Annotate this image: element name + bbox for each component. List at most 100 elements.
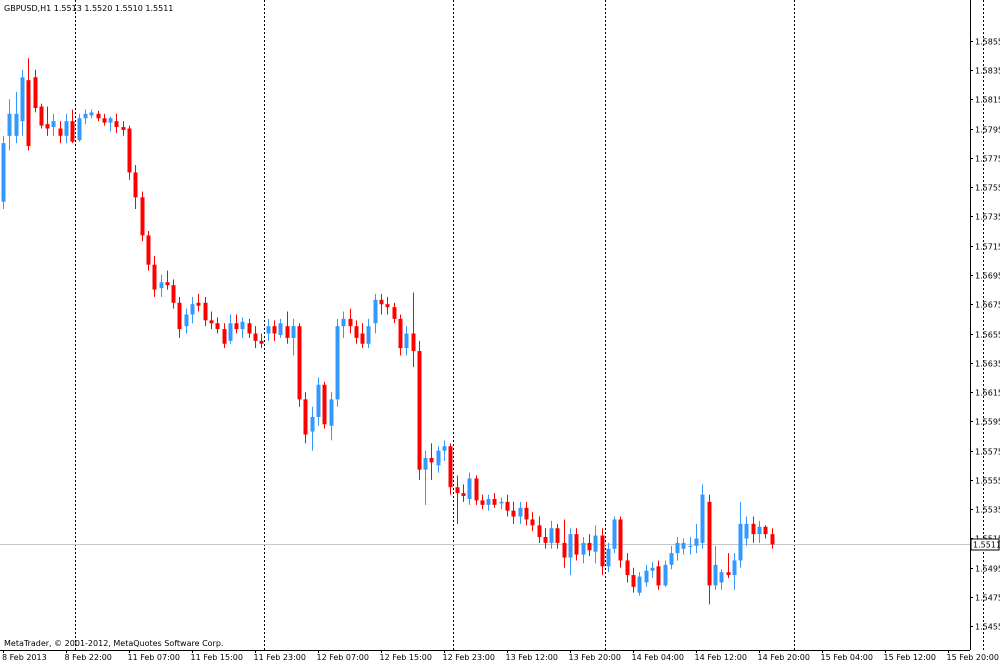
bear-candle-body	[177, 302, 182, 330]
bear-candle-body	[770, 534, 775, 545]
candle	[222, 323, 227, 349]
x-tick-label: 13 Feb 20:00	[569, 653, 621, 662]
candle	[568, 528, 573, 576]
candle	[348, 308, 353, 334]
price-axis-ticks: 1.5855 1.5835 1.5815 1.5795 1.5775 1.5755 1.57…	[970, 38, 1000, 632]
candle	[593, 525, 598, 564]
bear-candle-body	[707, 501, 712, 586]
bull-candle-body	[310, 416, 315, 432]
candle	[442, 440, 447, 461]
bull-candle-body	[184, 314, 189, 327]
candle	[373, 293, 378, 334]
candle	[133, 165, 138, 210]
bear-candle-body	[448, 446, 453, 488]
bull-candle-body	[518, 507, 523, 517]
candle	[108, 116, 113, 132]
candle	[146, 231, 151, 271]
candle	[114, 113, 119, 133]
bear-candle-body	[322, 384, 327, 425]
candle	[461, 484, 466, 502]
y-tick-label: 1.5555	[975, 477, 1000, 486]
candle	[354, 320, 359, 344]
y-tick-label: 1.5695	[975, 272, 1000, 281]
current-price-label: 1.5511	[973, 541, 1000, 550]
bear-candle-body	[133, 172, 138, 198]
candle	[215, 317, 220, 334]
y-tick-label: 1.5735	[975, 213, 1000, 222]
candle	[751, 516, 756, 543]
bear-candle-body	[455, 487, 460, 494]
y-tick-label: 1.5775	[975, 155, 1000, 164]
x-tick-label: 12 Feb 23:00	[443, 653, 495, 662]
bull-candle-body	[436, 450, 441, 466]
candle	[177, 296, 182, 338]
bear-candle-body	[411, 333, 416, 352]
candle	[404, 326, 409, 356]
x-tick-label: 12 Feb 15:00	[380, 653, 432, 662]
bull-candle-body	[316, 384, 321, 417]
bear-candle-body	[429, 457, 434, 463]
bull-candle-body	[108, 118, 113, 123]
bear-candle-body	[511, 510, 516, 517]
candle	[763, 525, 768, 539]
candle	[316, 377, 321, 426]
bear-candle-body	[379, 299, 384, 305]
bear-candle-body	[385, 304, 390, 308]
bear-candle-body	[543, 537, 548, 543]
candle	[518, 501, 523, 524]
bear-candle-body	[140, 197, 145, 236]
bull-candle-body	[159, 282, 164, 289]
candle	[127, 125, 132, 180]
bear-candle-body	[272, 326, 277, 334]
bull-candle-body	[278, 323, 283, 335]
candle	[537, 516, 542, 543]
bear-candle-body	[763, 526, 768, 535]
bear-candle-body	[417, 351, 422, 470]
bull-candle-body	[694, 538, 699, 546]
candle	[612, 516, 617, 554]
y-tick-label: 1.5615	[975, 389, 1000, 398]
x-tick-label: 11 Feb 15:00	[191, 653, 243, 662]
bear-candle-body	[303, 399, 308, 435]
bull-candle-body	[713, 564, 718, 586]
bear-candle-body	[480, 500, 485, 505]
candle	[152, 255, 157, 297]
bear-candle-body	[474, 478, 479, 501]
x-tick-label: 8 Feb 22:00	[65, 653, 112, 662]
bear-candle-body	[222, 329, 227, 344]
bear-candle-body	[39, 106, 44, 126]
candle	[121, 121, 126, 136]
candle	[392, 302, 397, 324]
candle	[555, 523, 560, 549]
candle	[480, 494, 485, 510]
candle	[492, 493, 497, 508]
x-tick-label: 14 Feb 20:00	[758, 653, 810, 662]
candle	[757, 520, 762, 543]
bull-candle-body	[341, 318, 346, 327]
candle	[530, 512, 535, 532]
bull-candle-body	[581, 542, 586, 555]
time-axis-ticks: 8 Feb 2013 8 Feb 22:00 11 Feb 07:00 11 Feb …	[2, 650, 999, 662]
bull-candle-body	[738, 523, 743, 561]
symbol-info: GBPUSD,H1 1.5513 1.5520 1.5510 1.5511	[4, 4, 173, 13]
candle	[291, 318, 296, 356]
candle	[770, 528, 775, 549]
candle	[606, 542, 611, 573]
candle	[278, 318, 283, 338]
bull-candle-body	[51, 121, 56, 128]
bull-candle-body	[190, 304, 195, 315]
bear-candle-body	[574, 534, 579, 555]
bear-candle-body	[96, 113, 101, 119]
bull-candle-body	[675, 542, 680, 554]
candle	[228, 314, 233, 344]
bear-candle-body	[524, 507, 529, 520]
current-price-marker: 1.5511	[970, 538, 1000, 551]
x-tick-label: 14 Feb 04:00	[632, 653, 684, 662]
y-tick-label: 1.5635	[975, 360, 1000, 369]
bull-candle-body	[404, 333, 409, 349]
bull-candle-body	[20, 77, 25, 122]
candle	[272, 320, 277, 341]
candle	[379, 293, 384, 315]
